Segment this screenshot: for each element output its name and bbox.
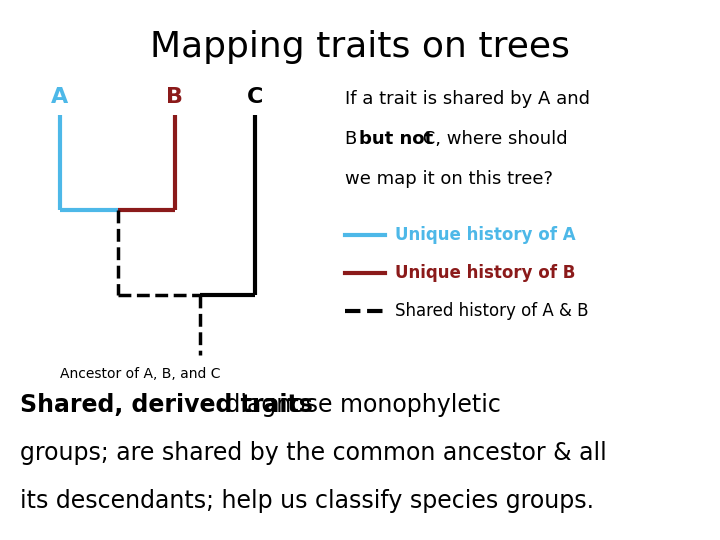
Text: Shared, derived traits: Shared, derived traits (20, 393, 313, 417)
Text: its descendants; help us classify species groups.: its descendants; help us classify specie… (20, 489, 594, 513)
Text: C, where should: C, where should (417, 130, 567, 148)
Text: diagnose monophyletic: diagnose monophyletic (218, 393, 501, 417)
Text: B: B (166, 87, 184, 107)
Text: groups; are shared by the common ancestor & all: groups; are shared by the common ancesto… (20, 441, 607, 465)
Text: we map it on this tree?: we map it on this tree? (345, 170, 553, 188)
Text: Unique history of A: Unique history of A (395, 226, 575, 244)
Text: B: B (345, 130, 363, 148)
Text: A: A (51, 87, 68, 107)
Text: Shared history of A & B: Shared history of A & B (395, 302, 588, 320)
Text: If a trait is shared by A and: If a trait is shared by A and (345, 90, 590, 108)
Text: but not: but not (359, 130, 433, 148)
Text: Mapping traits on trees: Mapping traits on trees (150, 30, 570, 64)
Text: Unique history of B: Unique history of B (395, 264, 575, 282)
Text: Ancestor of A, B, and C: Ancestor of A, B, and C (60, 367, 220, 381)
Text: C: C (247, 87, 264, 107)
